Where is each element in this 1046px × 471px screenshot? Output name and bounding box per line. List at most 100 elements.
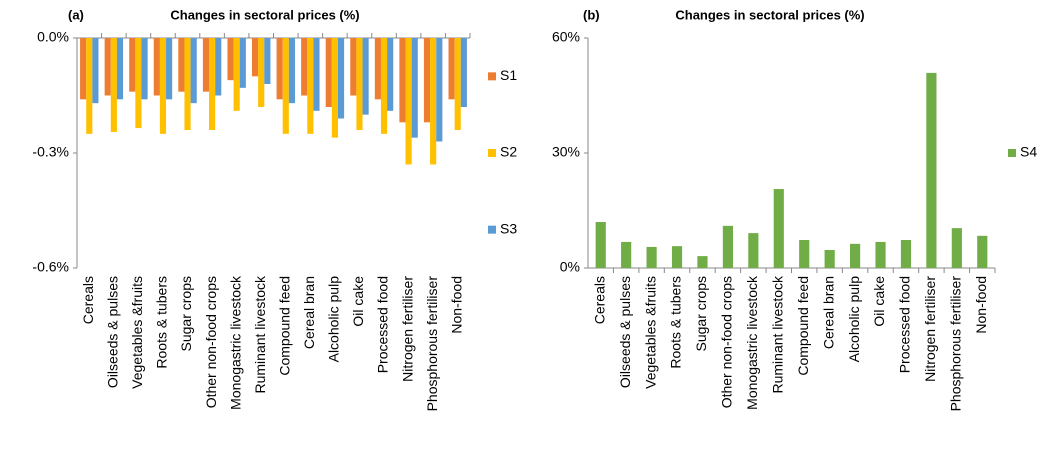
y-tick-label: 0%	[560, 259, 580, 275]
bar	[166, 38, 173, 100]
panel-label: (b)	[583, 7, 600, 22]
bar	[264, 38, 271, 84]
x-tick-label: Vegetables &fruits	[642, 276, 658, 389]
legend-label: S1	[500, 67, 517, 83]
bar	[411, 38, 418, 138]
y-tick-label: -0.3%	[32, 144, 69, 160]
bar	[460, 38, 467, 107]
bar	[313, 38, 320, 111]
bar	[350, 38, 357, 96]
bar	[92, 38, 99, 104]
bar	[977, 235, 988, 268]
bar	[233, 38, 240, 111]
bar	[399, 38, 406, 123]
x-tick-label: Cereals	[80, 276, 96, 324]
bar	[595, 222, 606, 268]
x-tick-label: Sugar crops	[178, 276, 194, 351]
x-tick-label: Alcoholic pulp	[846, 276, 862, 363]
x-tick-label: Vegetables &fruits	[129, 276, 145, 389]
x-tick-label: Alcoholic pulp	[326, 276, 342, 363]
bar	[430, 38, 437, 165]
x-tick-label: Other non-food crops	[203, 276, 219, 408]
bar	[141, 38, 148, 100]
x-tick-label: Cereals	[591, 276, 607, 324]
legend-label: S2	[500, 144, 517, 160]
x-tick-label: Sugar crops	[693, 276, 709, 351]
bar	[86, 38, 93, 134]
x-tick-label: Roots & tubers	[154, 276, 170, 369]
x-tick-label: Cereal bran	[301, 276, 317, 349]
bar	[748, 233, 759, 268]
bar	[116, 38, 124, 100]
bar	[80, 38, 87, 100]
bar	[697, 256, 708, 268]
x-tick-label: Processed food	[897, 276, 913, 373]
x-tick-label: Phosphorous fertiliser	[424, 276, 440, 412]
x-tick-label: Oil cake	[871, 276, 887, 327]
bar	[190, 38, 197, 104]
panel-label: (a)	[68, 7, 84, 22]
legend-label: S4	[1020, 144, 1037, 160]
bar	[288, 38, 295, 104]
bar	[646, 246, 657, 268]
legend-label: S3	[500, 220, 517, 236]
bar	[153, 38, 160, 96]
bar	[337, 38, 345, 119]
x-tick-label: Compound feed	[795, 276, 811, 376]
y-tick-label: 60%	[552, 29, 580, 45]
bar	[436, 38, 443, 142]
x-tick-label: Monogastric livestock	[744, 275, 760, 410]
bar	[331, 38, 338, 138]
x-tick-label: Ruminant livestock	[252, 275, 268, 393]
legend-swatch	[488, 149, 496, 157]
bar	[282, 38, 289, 134]
legend-swatch	[488, 72, 496, 81]
bar	[824, 249, 835, 268]
bar	[209, 38, 216, 130]
x-tick-label: Processed food	[375, 276, 391, 373]
x-tick-label: Oilseeds & pulses	[617, 276, 633, 388]
bar	[722, 225, 733, 268]
x-tick-label: Oil cake	[350, 276, 366, 327]
x-tick-label: Compound feed	[276, 276, 292, 376]
chart-title: Changes in sectoral prices (%)	[170, 7, 359, 22]
x-tick-label: Ruminant livestock	[769, 275, 785, 393]
y-tick-label: -0.6%	[32, 259, 69, 275]
bar	[448, 38, 455, 100]
bar	[405, 38, 412, 165]
bar	[621, 241, 632, 268]
bar	[325, 38, 332, 107]
bar	[252, 38, 259, 77]
legend-swatch	[488, 225, 496, 234]
x-tick-label: Other non-food crops	[719, 276, 735, 408]
bar	[951, 228, 962, 268]
bar	[184, 38, 191, 130]
bar	[362, 38, 369, 115]
bar	[159, 38, 167, 134]
bar	[875, 241, 886, 268]
bar	[356, 38, 363, 130]
x-tick-label: Nitrogen fertiliser	[399, 276, 415, 382]
bar	[799, 240, 810, 268]
x-tick-label: Roots & tubers	[668, 276, 684, 369]
bar	[374, 38, 381, 100]
bar	[301, 38, 308, 96]
x-tick-label: Non-food	[448, 276, 464, 334]
bar	[135, 38, 142, 129]
y-tick-label: 0.0%	[37, 29, 69, 45]
bar	[380, 38, 388, 134]
bar	[104, 38, 111, 96]
x-tick-label: Monogastric livestock	[227, 275, 243, 410]
bar	[239, 38, 246, 88]
bar	[215, 38, 222, 96]
legend-swatch	[1008, 149, 1016, 157]
bar	[129, 38, 136, 92]
bar	[258, 38, 265, 107]
bar	[900, 240, 912, 268]
bar	[671, 246, 683, 268]
bar	[926, 72, 937, 268]
bar	[423, 38, 431, 123]
bar	[307, 38, 314, 134]
